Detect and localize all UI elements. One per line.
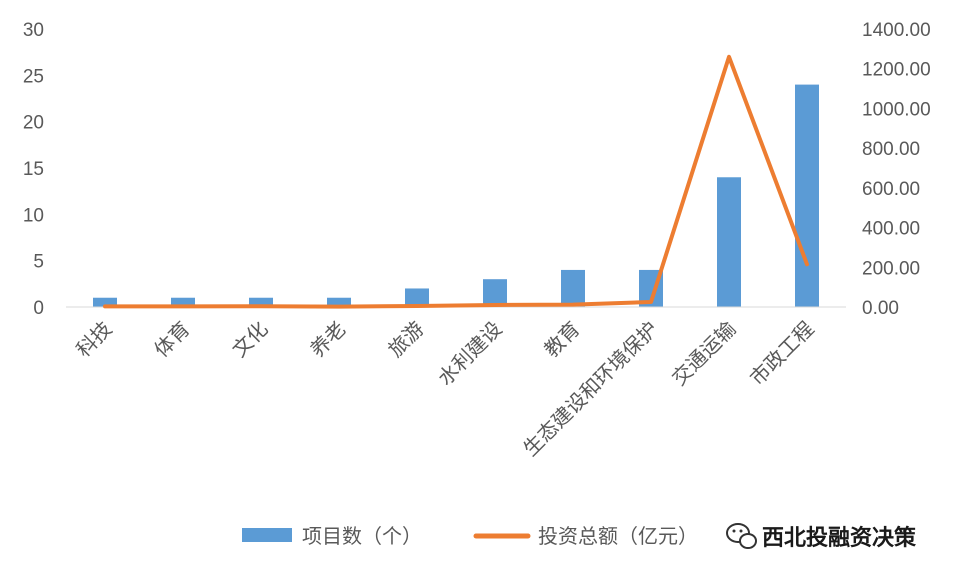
legend-label-count: 项目数（个） xyxy=(302,524,422,548)
bar xyxy=(171,297,195,307)
category-label: 科技 xyxy=(71,317,116,362)
wechat-icon xyxy=(726,523,757,549)
category-label: 教育 xyxy=(539,317,584,362)
category-label: 旅游 xyxy=(383,317,428,362)
left-axis-tick-label: 5 xyxy=(33,252,44,273)
bar xyxy=(561,269,585,307)
watermark: 西北投融资决策 xyxy=(718,514,956,560)
left-axis-tick-label: 30 xyxy=(23,20,44,41)
right-axis-tick-label: 200.00 xyxy=(862,258,920,279)
investment-line-series xyxy=(103,54,809,309)
right-axis-tick-label: 1000.00 xyxy=(862,99,931,120)
left-axis-tick-label: 10 xyxy=(23,205,44,226)
watermark-backdrop xyxy=(718,514,956,560)
category-label: 生态建设和环境保护 xyxy=(518,317,662,461)
bar xyxy=(405,288,429,307)
left-axis-tick-label: 15 xyxy=(23,159,44,180)
right-y-axis: 0.00 200.00 400.00 600.00 800.00 1000.00 1200.… xyxy=(862,20,931,319)
bar xyxy=(327,297,351,307)
left-axis-tick-label: 0 xyxy=(33,298,44,319)
left-y-axis: 0 5 10 15 20 25 30 xyxy=(23,20,44,319)
right-axis-tick-label: 400.00 xyxy=(862,219,920,240)
right-axis-tick-label: 0.00 xyxy=(862,298,899,319)
right-axis-tick-label: 600.00 xyxy=(862,179,920,200)
bar xyxy=(93,297,117,307)
right-axis-tick-label: 1400.00 xyxy=(862,20,931,41)
legend-swatch-bar xyxy=(242,528,292,542)
category-label: 体育 xyxy=(149,317,194,362)
left-axis-tick-label: 25 xyxy=(23,66,44,87)
bar xyxy=(483,279,507,307)
category-label: 市政工程 xyxy=(745,317,819,391)
category-label: 文化 xyxy=(227,317,272,362)
category-label: 水利建设 xyxy=(433,317,507,391)
legend: 项目数（个） 投资总额（亿元） xyxy=(242,524,698,548)
legend-label-investment: 投资总额（亿元） xyxy=(538,524,698,548)
category-label: 养老 xyxy=(305,317,350,362)
bar xyxy=(717,177,741,307)
bar xyxy=(795,84,819,307)
left-axis-tick-label: 20 xyxy=(23,113,44,134)
watermark-text: 西北投融资决策 xyxy=(762,525,917,551)
right-axis-tick-label: 800.00 xyxy=(862,139,920,160)
category-label: 交通运输 xyxy=(667,317,741,391)
bar xyxy=(249,297,273,307)
right-axis-tick-label: 1200.00 xyxy=(862,60,931,81)
